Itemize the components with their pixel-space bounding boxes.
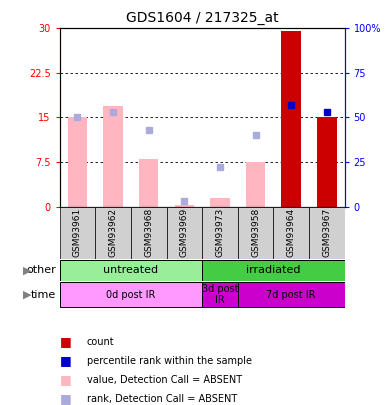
Bar <box>174 205 194 207</box>
Text: GSM93969: GSM93969 <box>180 208 189 258</box>
Text: count: count <box>87 337 114 347</box>
Bar <box>60 282 202 307</box>
Bar <box>68 117 87 207</box>
Bar <box>281 31 301 207</box>
Bar <box>202 260 345 281</box>
Bar <box>273 207 309 259</box>
Bar <box>103 106 123 207</box>
Bar <box>166 207 202 259</box>
Text: time: time <box>30 290 56 300</box>
Text: 7d post IR: 7d post IR <box>266 290 316 300</box>
Text: ■: ■ <box>60 335 72 348</box>
Bar <box>139 159 159 207</box>
Text: 0d post IR: 0d post IR <box>106 290 156 300</box>
Text: other: other <box>26 265 56 275</box>
Bar <box>238 207 273 259</box>
Text: value, Detection Call = ABSENT: value, Detection Call = ABSENT <box>87 375 242 385</box>
Bar <box>210 198 230 207</box>
Text: ■: ■ <box>60 373 72 386</box>
Text: GSM93967: GSM93967 <box>322 208 331 258</box>
Bar <box>246 162 265 207</box>
Text: GSM93964: GSM93964 <box>287 208 296 257</box>
Bar <box>60 207 95 259</box>
Bar <box>131 207 166 259</box>
Bar <box>60 260 202 281</box>
Text: untreated: untreated <box>103 265 159 275</box>
Text: rank, Detection Call = ABSENT: rank, Detection Call = ABSENT <box>87 394 237 404</box>
Bar <box>95 207 131 259</box>
Text: GSM93962: GSM93962 <box>109 208 117 257</box>
Text: ▶: ▶ <box>23 265 31 275</box>
Text: GSM93958: GSM93958 <box>251 208 260 258</box>
Bar <box>317 117 336 207</box>
Bar <box>309 207 345 259</box>
Bar <box>202 282 238 307</box>
Text: 3d post
IR: 3d post IR <box>202 284 238 305</box>
Text: GSM93973: GSM93973 <box>216 208 224 258</box>
Bar <box>238 282 345 307</box>
Text: percentile rank within the sample: percentile rank within the sample <box>87 356 252 366</box>
Bar <box>202 207 238 259</box>
Text: irradiated: irradiated <box>246 265 301 275</box>
Text: ■: ■ <box>60 392 72 405</box>
Text: ▶: ▶ <box>23 290 31 300</box>
Text: ■: ■ <box>60 354 72 367</box>
Text: GSM93968: GSM93968 <box>144 208 153 258</box>
Title: GDS1604 / 217325_at: GDS1604 / 217325_at <box>126 11 278 25</box>
Text: GSM93961: GSM93961 <box>73 208 82 258</box>
